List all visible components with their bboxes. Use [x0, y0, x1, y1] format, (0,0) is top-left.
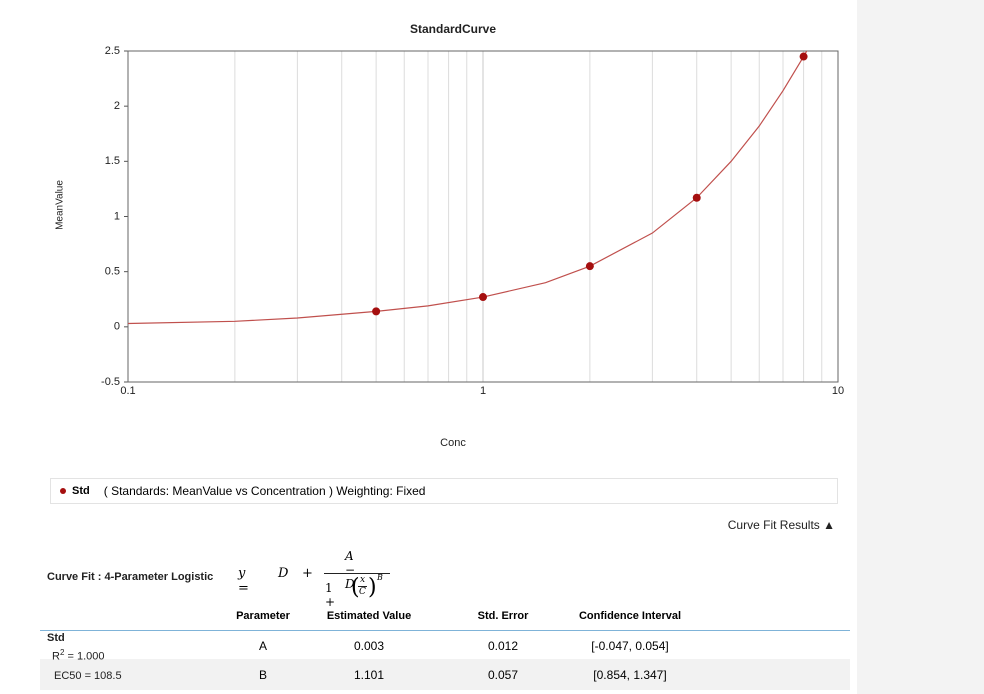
- y-tick-label: 1: [114, 210, 120, 222]
- data-point: [799, 52, 808, 61]
- legend-description: ( Standards: MeanValue vs Concentration …: [103, 484, 426, 498]
- table-cell: 0.003: [353, 639, 385, 653]
- r2-value: = 1.000: [67, 650, 105, 663]
- table-cell: Parameter: [236, 610, 290, 622]
- table-cell: [0.854, 1.347]: [593, 668, 667, 682]
- data-point: [372, 307, 381, 316]
- results-toggle[interactable]: Curve Fit Results ▲: [727, 518, 835, 532]
- header-rule: [40, 630, 850, 631]
- table-cell: A: [258, 639, 268, 653]
- chart-title: StandardCurve: [410, 22, 496, 36]
- x-tick-label: 0.1: [120, 385, 135, 397]
- y-tick-label: -0.5: [101, 376, 120, 388]
- table-cell: B: [258, 668, 268, 682]
- y-tick-label: 2: [114, 100, 120, 112]
- y-tick-label: 2.5: [105, 45, 120, 57]
- inner-bar: [358, 586, 367, 587]
- table-cell: Confidence Interval: [578, 610, 682, 622]
- x-axis-label: Conc: [440, 437, 466, 449]
- fit-curve: [128, 51, 808, 325]
- data-point: [585, 262, 594, 271]
- y-tick-label: 0: [114, 321, 120, 333]
- y-axis-label: MeanValue: [55, 180, 66, 230]
- group-label: Std: [47, 632, 65, 644]
- r2-sup: 2: [59, 648, 65, 657]
- panel: StandardCurve MeanValue Conc -0.5 0 0.5 1 1.…: [0, 0, 857, 694]
- legend-marker: [60, 488, 66, 494]
- paren: (: [351, 575, 360, 600]
- chart: StandardCurve MeanValue Conc -0.5 0 0.5 1 1.…: [55, 22, 844, 449]
- fraction-bar: [324, 573, 390, 574]
- r2-label: R: [52, 650, 60, 663]
- legend: Std ( Standards: MeanValue vs Concentrat…: [50, 478, 838, 504]
- formula-numerator: A − D: [345, 549, 356, 591]
- formula-x: x: [360, 575, 366, 585]
- x-tick-label: 10: [832, 385, 844, 397]
- formula-lhs: y =: [238, 566, 249, 596]
- y-tick-label: 0.5: [105, 266, 120, 278]
- x-tick-label: 1: [480, 385, 486, 397]
- formula-c: C: [359, 587, 366, 597]
- ec50: EC50 = 108.5: [54, 670, 122, 682]
- data-point: [479, 293, 487, 302]
- table-cell: Std. Error: [477, 610, 529, 622]
- table-cell: [-0.047, 0.054]: [591, 639, 669, 653]
- fit-label: Curve Fit : 4-Parameter Logistic: [47, 571, 214, 583]
- table-cell: 0.012: [487, 639, 519, 653]
- formula-d: D: [278, 566, 289, 581]
- formula-one-plus: 1 +: [325, 581, 336, 609]
- r2: R2 = 1.000: [52, 648, 104, 663]
- formula-exponent: B: [377, 573, 383, 582]
- data-point: [692, 193, 701, 202]
- table-cell: Estimated Value: [326, 610, 412, 622]
- plot-border: [127, 50, 839, 383]
- formula-plus: +: [302, 566, 313, 581]
- paren: ): [368, 575, 377, 600]
- legend-label: Std: [72, 485, 90, 497]
- table-cell: 1.101: [353, 668, 385, 682]
- table-cell: 0.057: [487, 668, 519, 682]
- row-band: [40, 659, 850, 690]
- y-tick-label: 1.5: [105, 155, 120, 167]
